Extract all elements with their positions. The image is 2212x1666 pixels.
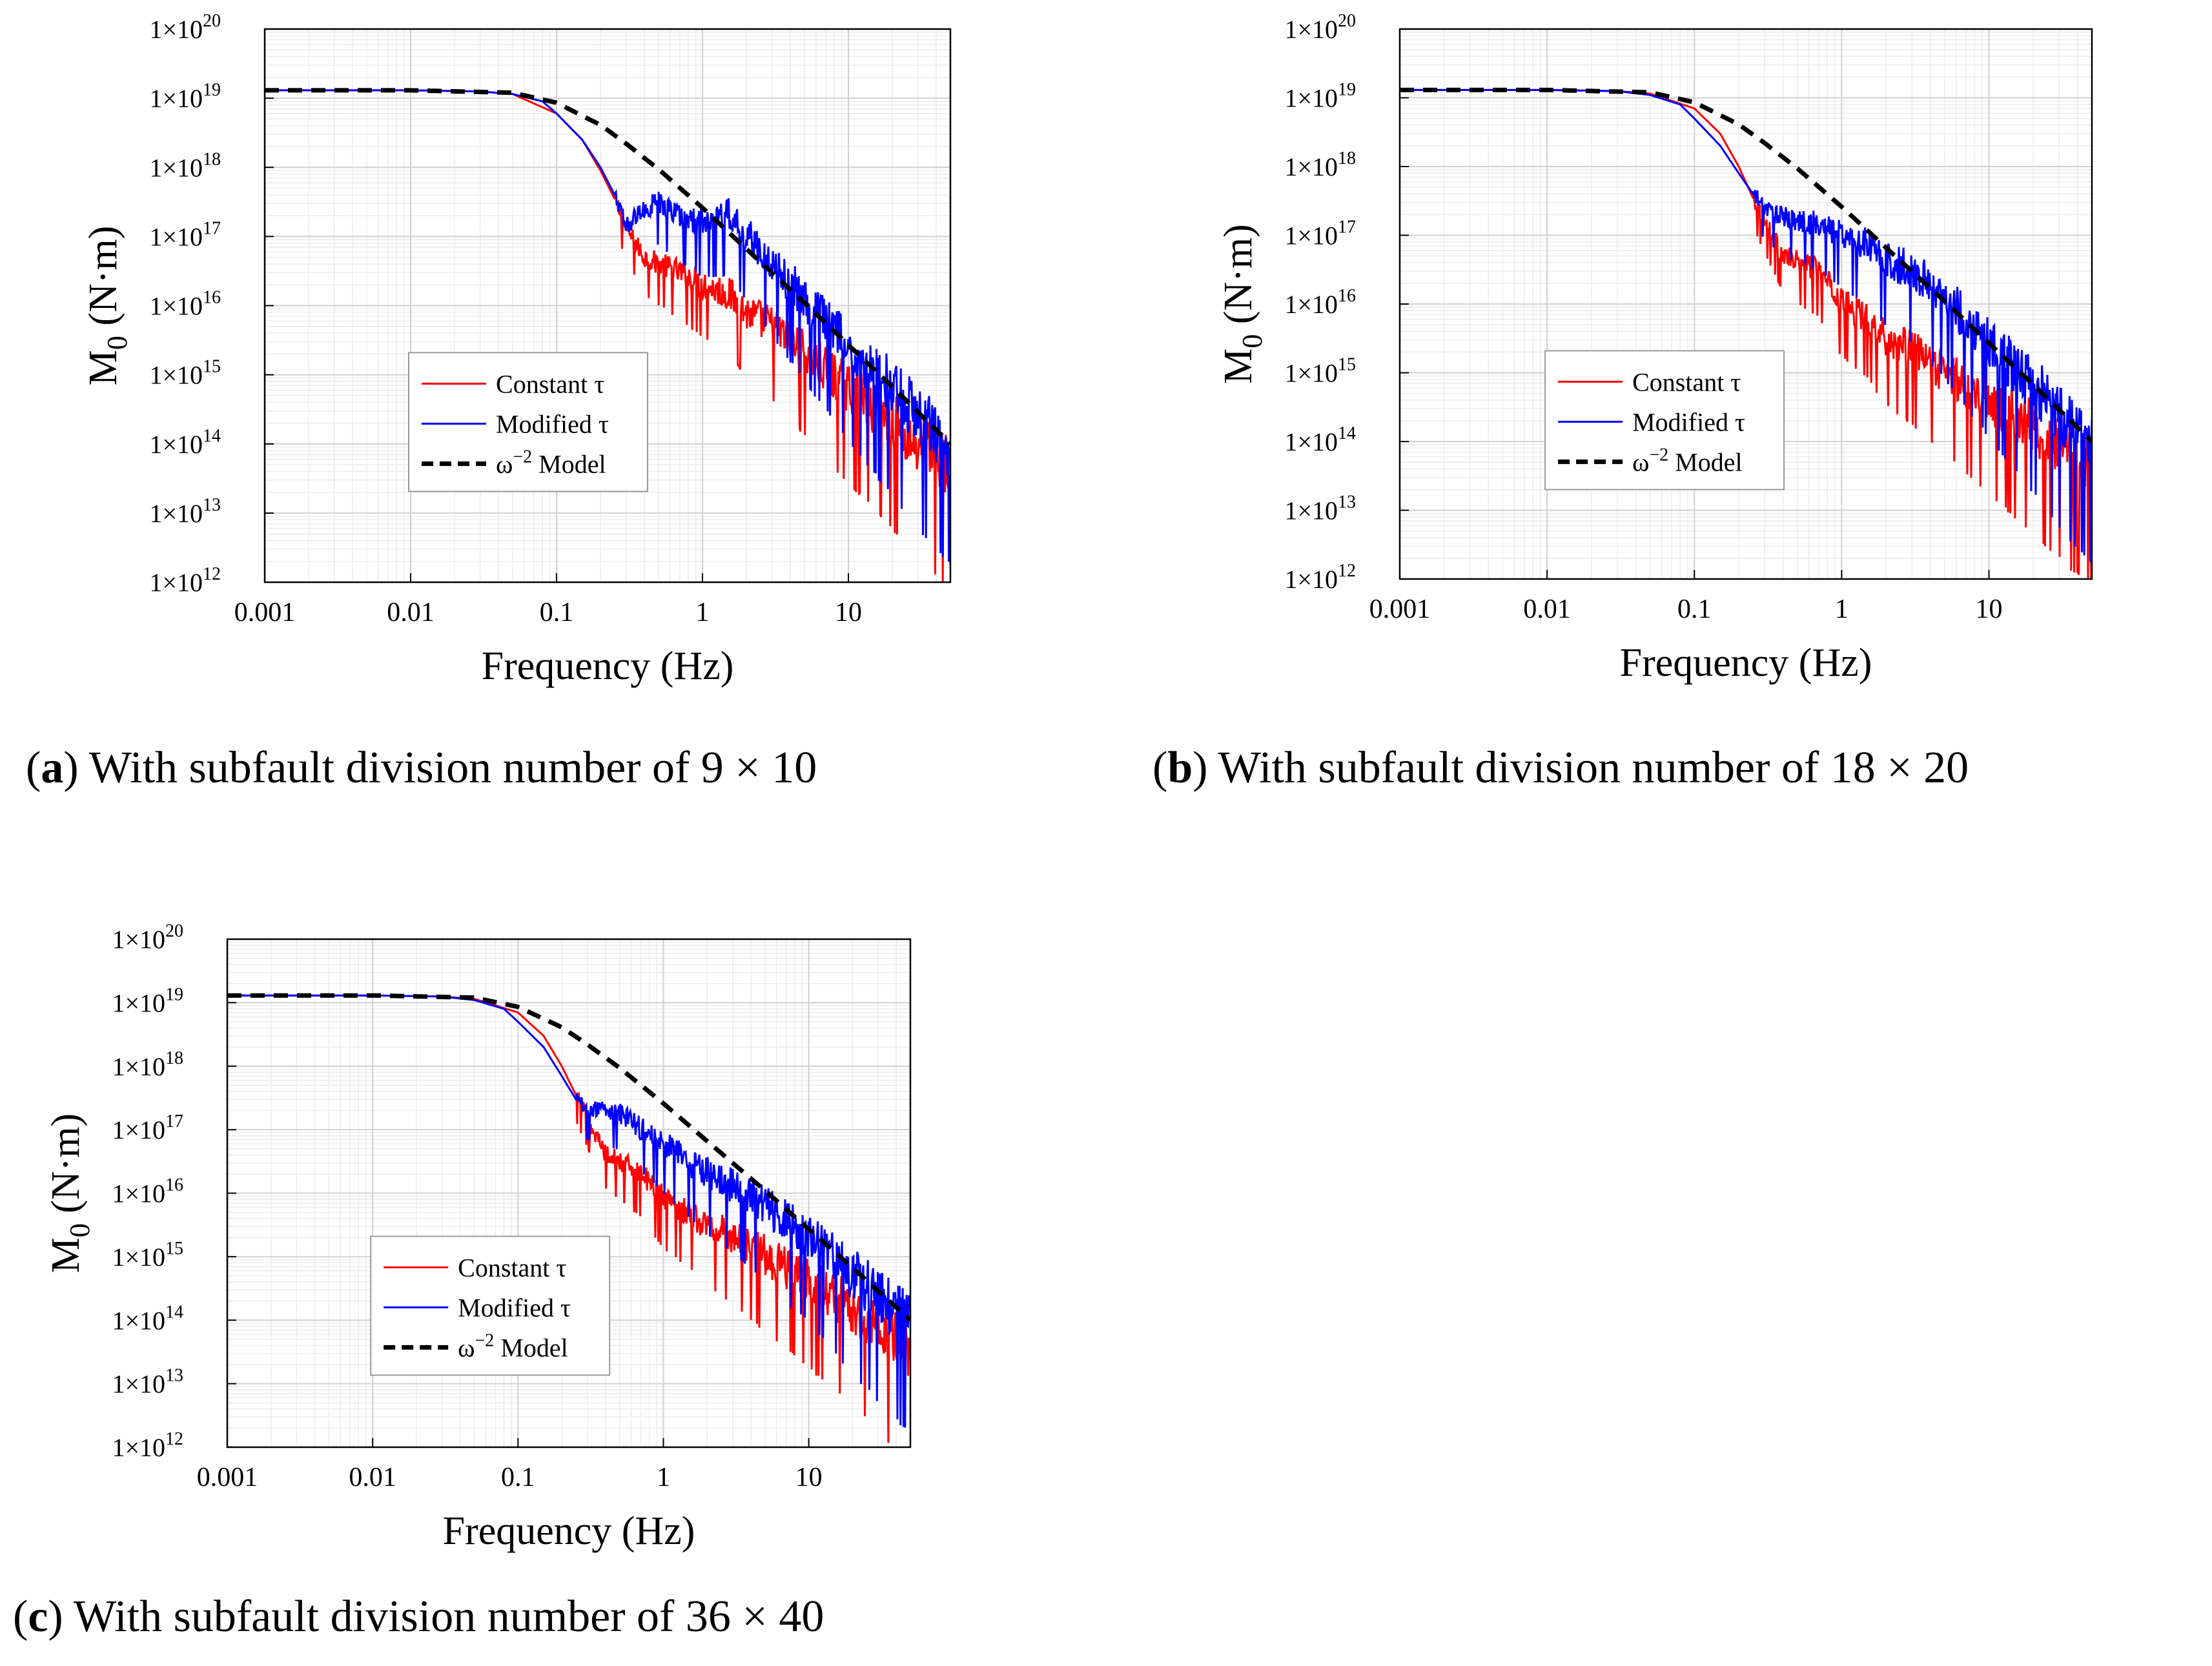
x-tick-label: 0.1 (540, 598, 574, 627)
x-tick-label: 10 (1976, 594, 2003, 624)
x-tick-label: 0.1 (501, 1463, 535, 1492)
y-tick-label: 1×1012 (149, 564, 221, 597)
y-tick-label: 1×1018 (1284, 148, 1356, 181)
legend-label-model: ω−2 Model (1632, 445, 1743, 476)
legend-label-modified: Modified τ (1632, 407, 1745, 436)
x-axis-label: Frequency (Hz) (1620, 641, 1872, 685)
y-tick-label: 1×1020 (149, 11, 221, 44)
y-tick-label: 1×1016 (149, 288, 221, 321)
legend-box (1544, 350, 1785, 491)
y-tick-label: 1×1012 (1284, 561, 1356, 594)
y-tick-label: 1×1012 (112, 1429, 183, 1462)
legend: Constant τ Modified τ ω−2 Model (370, 1235, 611, 1376)
x-axis-label: Frequency (Hz) (482, 644, 734, 688)
y-tick-label: 1×1013 (1284, 493, 1356, 525)
x-tick-label: 1 (1835, 594, 1848, 624)
y-tick-label: 1×1019 (112, 984, 183, 1017)
y-tick-label: 1×1017 (149, 218, 221, 251)
y-tick-label: 1×1014 (149, 426, 221, 459)
caption-c-letter: c (28, 1592, 48, 1641)
legend-box (408, 352, 649, 493)
x-tick-label: 1 (696, 598, 710, 627)
y-tick-label: 1×1013 (149, 495, 221, 528)
series-line-constant (265, 89, 950, 582)
y-axis-label: M0 (N·m) (81, 226, 133, 386)
series-line-model (265, 88, 950, 446)
y-tick-label: 1×1014 (112, 1302, 183, 1335)
caption-b-text: With subfault division number of 18 × 20 (1218, 743, 1969, 793)
y-tick-label: 1×1014 (1284, 423, 1356, 456)
legend-label-modified: Modified τ (458, 1293, 571, 1322)
series-line-model (1400, 87, 2092, 443)
legend-label-modified: Modified τ (496, 409, 609, 438)
y-tick-label: 1×1015 (112, 1239, 183, 1272)
legend-label-constant: Constant τ (496, 369, 604, 398)
series-group (265, 88, 950, 582)
caption-c: (c) With subfault division number of 36 … (13, 1592, 824, 1641)
x-tick-label: 10 (835, 598, 862, 627)
y-tick-label: 1×1018 (112, 1048, 183, 1081)
y-tick-label: 1×1020 (1284, 11, 1356, 44)
y-tick-label: 1×1017 (1284, 218, 1356, 250)
chart-panel-b: 0.001 0.01 0.1 1 10 1×1012 1×1013 1×1014 1×1015 1… (1216, 11, 2093, 685)
y-tick-label: 1×1015 (149, 357, 221, 390)
chart-panel-a: 0.001 0.01 0.1 1 10 1×1012 1×1013 1×1014 1×1015 1… (81, 11, 952, 688)
grid (227, 939, 910, 1448)
legend: Constant τ Modified τ ω−2 Model (1544, 350, 1785, 491)
caption-b-letter: b (1167, 743, 1193, 793)
caption-c-text: With subfault division number of 36 × 40 (73, 1592, 824, 1641)
x-tick-label: 0.01 (1523, 594, 1571, 624)
series-group (227, 993, 910, 1443)
legend-label-model: ω−2 Model (458, 1330, 568, 1362)
legend-label-constant: Constant τ (458, 1253, 566, 1282)
series-line-modified (265, 89, 950, 565)
grid (1399, 28, 2092, 580)
x-tick-label: 0.001 (1369, 594, 1431, 624)
x-tick-label: 0.1 (1677, 594, 1712, 624)
y-axis-label: M0 (N·m) (44, 1113, 96, 1274)
legend: Constant τ Modified τ ω−2 Model (408, 352, 649, 493)
caption-a-letter: a (41, 743, 64, 793)
y-tick-label: 1×1015 (1284, 355, 1356, 388)
y-tick-label: 1×1020 (112, 921, 183, 954)
caption-b: (b) With subfault division number of 18 … (1152, 743, 1969, 793)
y-tick-label: 1×1018 (149, 149, 221, 182)
chart-panel-c: 0.001 0.01 0.1 1 10 1×1012 1×1013 1×1014 1×1015 1… (44, 921, 912, 1553)
y-tick-label: 1×1019 (1284, 80, 1356, 113)
x-tick-label: 0.01 (387, 598, 435, 627)
series-line-modified (1400, 88, 2092, 562)
series-line-constant (227, 994, 910, 1443)
y-tick-label: 1×1016 (1284, 286, 1356, 319)
caption-a: (a) With subfault division number of 9 ×… (26, 743, 817, 793)
caption-a-text: With subfault division number of 9 × 10 (88, 743, 817, 793)
series-group (1400, 87, 2092, 579)
y-tick-label: 1×1017 (112, 1112, 183, 1144)
x-tick-label: 0.001 (197, 1463, 258, 1492)
y-tick-label: 1×1019 (149, 80, 221, 113)
legend-label-model: ω−2 Model (496, 447, 606, 478)
grid (264, 28, 950, 583)
y-tick-label: 1×1016 (112, 1175, 183, 1208)
y-tick-label: 1×1013 (112, 1366, 183, 1399)
x-tick-label: 0.001 (234, 598, 296, 627)
x-tick-label: 0.01 (349, 1463, 396, 1492)
x-tick-label: 1 (657, 1463, 670, 1492)
x-tick-label: 10 (795, 1463, 823, 1492)
legend-box (370, 1235, 611, 1376)
series-line-modified (227, 994, 910, 1428)
y-axis-label: M0 (N·m) (1216, 224, 1268, 384)
x-axis-label: Frequency (Hz) (443, 1509, 695, 1553)
legend-label-constant: Constant τ (1632, 367, 1741, 396)
